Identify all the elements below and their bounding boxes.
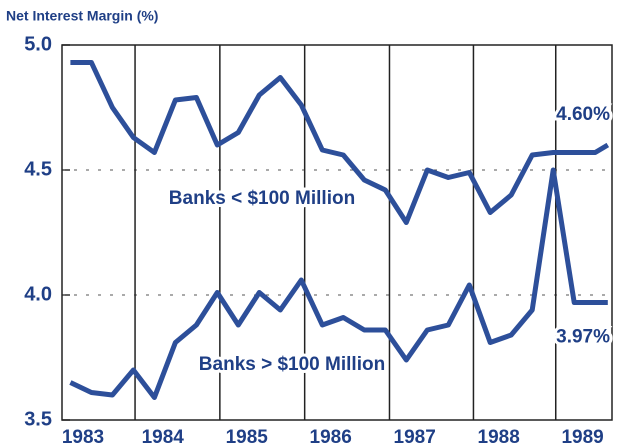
y-tick-label: 4.0 bbox=[24, 283, 52, 305]
series-label: Banks < $100 Million bbox=[169, 188, 355, 209]
y-axis-label: Net Interest Margin (%) bbox=[6, 8, 158, 24]
x-tick-label: 1985 bbox=[226, 427, 269, 448]
x-tick-label: 1986 bbox=[310, 427, 352, 448]
annotation: 4.60% bbox=[556, 104, 610, 125]
series-label: Banks > $100 Million bbox=[199, 354, 385, 375]
x-tick-label: 1989 bbox=[561, 427, 603, 448]
x-tick-label: 1987 bbox=[394, 427, 436, 448]
x-tick-label: 1983 bbox=[62, 427, 104, 448]
annotation: 3.97% bbox=[556, 327, 610, 348]
y-tick-label: 4.5 bbox=[24, 158, 52, 180]
series-line bbox=[70, 60, 610, 225]
series-line bbox=[69, 167, 608, 400]
plot-frame bbox=[61, 44, 613, 421]
x-tick-label: 1988 bbox=[478, 427, 520, 448]
y-tick-label: 3.5 bbox=[24, 408, 52, 430]
y-tick-label: 5.0 bbox=[24, 33, 52, 55]
x-tick-label: 1984 bbox=[142, 427, 185, 448]
